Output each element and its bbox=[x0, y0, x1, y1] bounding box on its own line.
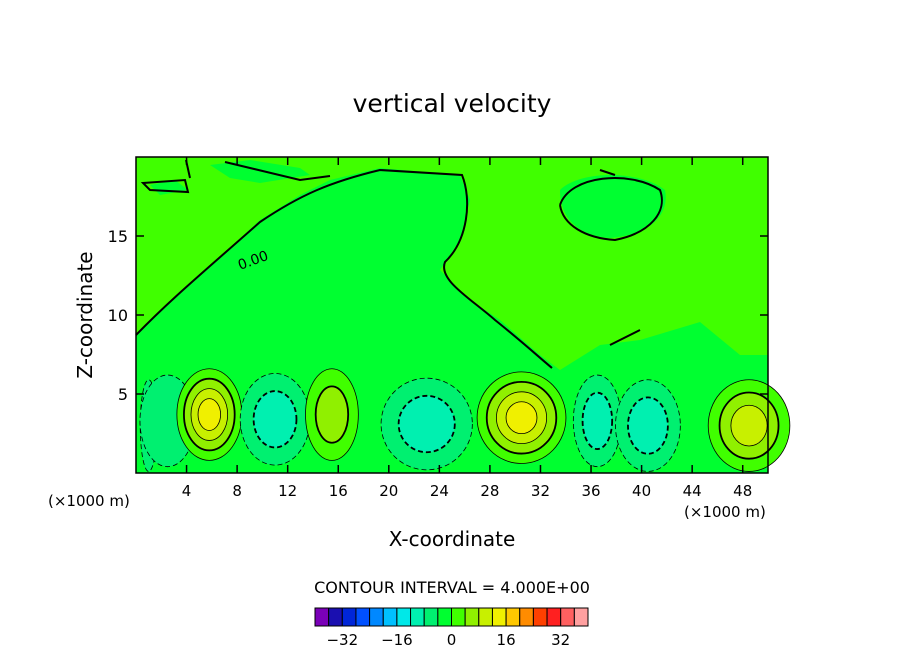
zero-contour bbox=[135, 159, 663, 369]
colorbar-tick-label: 16 bbox=[497, 631, 516, 649]
cell-8-contour-1 bbox=[627, 396, 669, 455]
x-unit-label-right: (×1000 m) bbox=[684, 503, 766, 521]
y-tick-label: 15 bbox=[108, 227, 128, 246]
colorbar-swatch bbox=[328, 607, 343, 627]
colorbar-swatch bbox=[355, 607, 371, 627]
x-tick-label: 40 bbox=[632, 482, 651, 500]
x-tick-label: 4 bbox=[182, 482, 192, 500]
convective-cells bbox=[139, 368, 791, 472]
y-tick-label: 5 bbox=[118, 385, 128, 404]
x-axis-ticks: 4 8 12 16 20 24 28 32 36 40 44 48 bbox=[182, 157, 752, 500]
colorbar-swatch bbox=[369, 607, 384, 627]
colorbar-labels: −32 −16 0 16 32 bbox=[326, 631, 570, 649]
y-axis-label: Z-coordinate bbox=[73, 251, 97, 378]
x-unit-label-left: (×1000 m) bbox=[48, 492, 130, 510]
colorbar bbox=[314, 607, 589, 627]
colorbar-swatch bbox=[314, 607, 330, 627]
colorbar-swatch bbox=[410, 607, 425, 627]
colorbar-tick-label: 32 bbox=[551, 631, 570, 649]
cell-9-contour-2 bbox=[730, 404, 768, 447]
colorbar-swatch bbox=[396, 607, 412, 627]
colorbar-tick-label: 0 bbox=[447, 631, 457, 649]
colorbar-swatch bbox=[451, 607, 466, 627]
top-negative-patch bbox=[150, 160, 666, 238]
x-tick-label: 20 bbox=[379, 482, 398, 500]
x-tick-label: 24 bbox=[430, 482, 449, 500]
cell-3-contour-1 bbox=[252, 390, 298, 449]
cell-2-contour-3 bbox=[197, 398, 221, 431]
colorbar-swatch bbox=[341, 607, 357, 627]
colorbar-tick-label: −32 bbox=[326, 631, 358, 649]
colorbar-swatch bbox=[532, 607, 548, 627]
colorbar-swatch bbox=[573, 607, 589, 627]
cell-5-contour-1 bbox=[397, 394, 456, 454]
colorbar-swatch bbox=[478, 607, 493, 627]
chart-title: vertical velocity bbox=[353, 89, 552, 118]
colorbar-tick-label: −16 bbox=[381, 631, 413, 649]
x-tick-label: 44 bbox=[683, 482, 702, 500]
colorbar-swatch bbox=[423, 607, 439, 627]
colorbar-swatch bbox=[464, 607, 480, 627]
colorbar-swatch bbox=[491, 607, 507, 627]
contour-interval-text: CONTOUR INTERVAL = 4.000E+00 bbox=[314, 578, 590, 597]
x-tick-label: 8 bbox=[232, 482, 242, 500]
x-tick-label: 48 bbox=[733, 482, 752, 500]
x-axis-label: X-coordinate bbox=[389, 527, 516, 551]
colorbar-swatch bbox=[546, 607, 562, 627]
y-tick-label: 10 bbox=[108, 306, 128, 325]
colorbar-swatch bbox=[437, 607, 453, 627]
cell-7-contour-1 bbox=[581, 391, 614, 450]
x-tick-label: 36 bbox=[581, 482, 600, 500]
x-tick-label: 28 bbox=[480, 482, 499, 500]
colorbar-swatch bbox=[505, 607, 521, 627]
colorbar-swatch bbox=[560, 607, 575, 627]
x-tick-label: 32 bbox=[531, 482, 550, 500]
colorbar-swatch bbox=[382, 607, 398, 627]
colorbar-swatch bbox=[519, 607, 534, 627]
cell-4-contour-1 bbox=[314, 385, 350, 444]
y-axis-ticks: 5 10 15 bbox=[108, 227, 768, 404]
cell-6-contour-3 bbox=[505, 401, 538, 435]
x-tick-label: 16 bbox=[329, 482, 348, 500]
x-tick-label: 12 bbox=[278, 482, 297, 500]
